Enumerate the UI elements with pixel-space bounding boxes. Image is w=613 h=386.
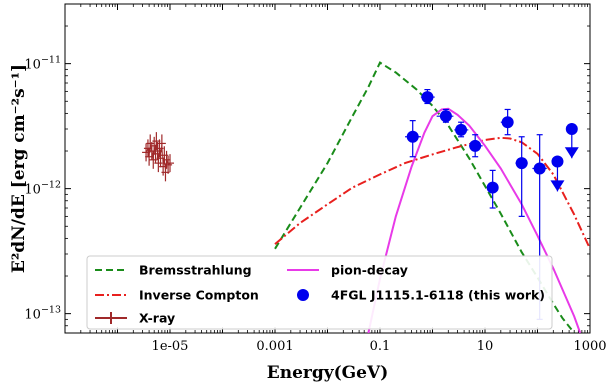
- legend-entry: Inverse Compton: [95, 288, 259, 303]
- fermi-marker: [501, 116, 514, 129]
- fermi-marker: [515, 157, 528, 170]
- pion-decay-curve: [367, 107, 582, 333]
- fermi-data-point: [550, 155, 565, 192]
- legend-label: Bremsstrahlung: [139, 263, 252, 278]
- fermi-data-point: [469, 134, 483, 158]
- fermi-data-point: [515, 136, 528, 217]
- fermi-data-point: [454, 121, 469, 138]
- fermi-data-point: [436, 108, 454, 123]
- upper-limit-arrow: [550, 180, 565, 192]
- fermi-marker: [469, 139, 482, 152]
- x-tick-label: 1000: [573, 339, 606, 354]
- legend-entry: X-ray: [95, 311, 175, 326]
- axis-labels: 1e-05 0.001 0.1 10 1000 10−13 10−12 10−11 Energy…: [9, 55, 607, 383]
- x-tick-label: 10: [477, 339, 494, 354]
- fermi-marker: [551, 155, 564, 168]
- legend-label: X-ray: [139, 311, 175, 326]
- fermi-data-point: [486, 169, 499, 209]
- fermi-marker: [533, 162, 546, 175]
- fermi-data-point: [420, 88, 435, 105]
- fermi-marker: [439, 110, 452, 123]
- y-tick-label: 10−12: [24, 180, 61, 198]
- y-tick-label: 10−11: [24, 55, 61, 73]
- x-axis-title: Energy(GeV): [267, 363, 388, 383]
- x-tick-label: 0.001: [256, 339, 293, 354]
- data-series: [142, 61, 590, 333]
- fermi-marker: [406, 130, 419, 143]
- legend-entry: pion-decay: [287, 263, 408, 278]
- x-tick-label: 1e-05: [152, 339, 189, 354]
- legend-box: [86, 255, 553, 330]
- legend-entry: Bremsstrahlung: [95, 263, 252, 278]
- fermi-marker: [455, 123, 468, 136]
- fermi-marker: [486, 181, 499, 194]
- legend-label: Inverse Compton: [139, 288, 259, 303]
- x-tick-label: 0.1: [370, 339, 391, 354]
- fermi-data-point: [564, 122, 579, 159]
- fermi-data-point: [500, 108, 514, 136]
- y-tick-label: 10−13: [24, 305, 61, 323]
- legend: Bremsstrahlung pion-decay Inverse Compton 4…: [86, 255, 553, 330]
- y-axis-title: E²dN/dE [erg cm⁻²s⁻¹]: [9, 64, 29, 273]
- upper-limit-arrow: [564, 147, 579, 159]
- legend-entry: 4FGL J1115.1-6118 (this work): [297, 288, 545, 303]
- fermi-data-point: [405, 120, 421, 158]
- axis-ticks: [64, 3, 591, 334]
- fermi-marker: [421, 91, 434, 104]
- legend-label: 4FGL J1115.1-6118 (this work): [331, 288, 545, 303]
- fermi-marker: [565, 122, 578, 135]
- xray-connector: [145, 141, 171, 173]
- legend-label: pion-decay: [331, 263, 408, 278]
